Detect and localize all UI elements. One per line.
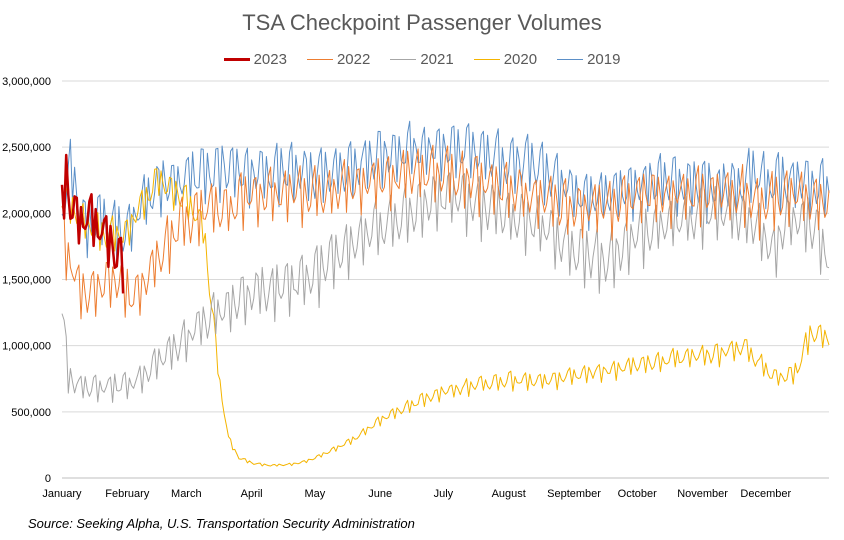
legend-item-2020: 2020 xyxy=(473,51,538,68)
source-note: Source: Seeking Alpha, U.S. Transportati… xyxy=(28,516,415,531)
x-tick-label: September xyxy=(547,488,601,500)
legend-label-2019: 2019 xyxy=(587,51,621,68)
x-tick-label: January xyxy=(42,488,82,500)
x-tick-label: March xyxy=(171,488,202,500)
legend-label-2022: 2022 xyxy=(336,51,371,68)
legend-item-2022: 2022 xyxy=(306,51,371,68)
series-line-2023 xyxy=(60,153,125,294)
x-tick-label: February xyxy=(105,488,150,500)
y-tick-label: 2,500,000 xyxy=(2,142,51,154)
legend-item-2023: 2023 xyxy=(223,51,287,68)
x-tick-label: June xyxy=(368,488,392,500)
legend-label-2023: 2023 xyxy=(253,51,287,68)
y-tick-label: 3,000,000 xyxy=(2,76,51,88)
series-line-2022 xyxy=(61,144,830,320)
series-line-2021 xyxy=(61,172,830,403)
legend-swatch-2021 xyxy=(390,59,417,60)
legend-item-2019: 2019 xyxy=(557,51,620,68)
legend-swatch-2022 xyxy=(306,59,333,60)
series-line-2019 xyxy=(61,120,830,265)
y-tick-label: 1,500,000 xyxy=(2,275,51,287)
series-line-2020 xyxy=(61,168,830,467)
x-tick-label: November xyxy=(677,488,728,500)
y-tick-label: 0 xyxy=(45,473,51,485)
y-tick-label: 1,000,000 xyxy=(2,341,51,353)
legend-label-2021: 2021 xyxy=(420,51,454,68)
x-tick-label: May xyxy=(304,488,325,500)
legend-swatch-2020 xyxy=(473,59,500,60)
legend-swatch-2023 xyxy=(223,58,250,61)
legend-swatch-2019 xyxy=(557,59,584,60)
x-tick-label: October xyxy=(618,488,657,500)
y-tick-label: 2,000,000 xyxy=(2,208,51,220)
x-tick-label: April xyxy=(241,488,263,500)
legend-item-2021: 2021 xyxy=(390,51,454,68)
y-tick-label: 500,000 xyxy=(11,407,51,419)
x-tick-label: July xyxy=(434,488,454,500)
x-tick-label: December xyxy=(740,488,791,500)
chart-title: TSA Checkpoint Passenger Volumes xyxy=(242,10,602,35)
legend: 2023 2022 2021 2020 2019 xyxy=(0,51,844,68)
legend-label-2020: 2020 xyxy=(503,51,538,68)
x-tick-label: August xyxy=(492,488,526,500)
